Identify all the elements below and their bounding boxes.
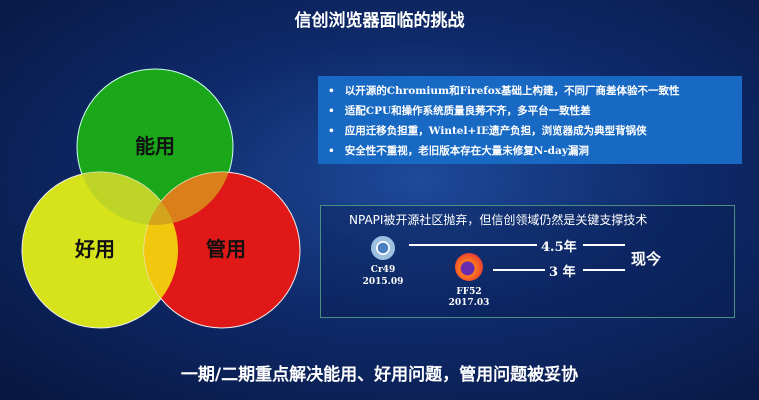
chrome-version: Cr49: [370, 265, 396, 275]
now-label: 现今: [631, 250, 662, 268]
venn-label-right: 管用: [206, 237, 246, 261]
slide-title: 信创浏览器面临的挑战: [294, 11, 465, 31]
firefox-icon: [455, 253, 483, 281]
venn-overlap-top-left: [77, 172, 178, 225]
challenge-item: 以开源的Chromium和Firefox基础上构建，不同厂商差体验不一致性: [328, 81, 732, 101]
venn-label-left: 好用: [74, 237, 115, 261]
firefox-gap-label: 3 年: [549, 265, 576, 280]
summary-text: 一期/二期重点解决能用、好用问题，管用问题被妥协: [180, 365, 579, 385]
npapi-title: NPAPI被开源社区抛弃，但信创领域仍然是关键支撑技术: [349, 213, 648, 227]
venn-diagram: 能用 好用 管用: [21, 68, 301, 329]
arrow-chrome-right: [583, 244, 625, 246]
challenges-list: 以开源的Chromium和Firefox基础上构建，不同厂商差体验不一致性 适配…: [318, 76, 742, 164]
challenge-item: 适配CPU和操作系统质量良莠不齐，多平台一致性差: [328, 101, 732, 121]
chrome-date: 2015.09: [362, 277, 404, 287]
firefox-date: 2017.03: [448, 298, 490, 308]
venn-label-top: 能用: [135, 134, 175, 158]
venn-overlap-top-right: [144, 172, 233, 225]
chrome-gap-label: 4.5年: [541, 240, 577, 255]
arrow-firefox-left: [493, 269, 545, 271]
challenge-item: 安全性不重视，老旧版本存在大量未修复N-day漏洞: [328, 141, 732, 161]
npapi-panel: NPAPI被开源社区抛弃，但信创领域仍然是关键支撑技术 Cr49 2015.09…: [320, 205, 735, 318]
arrow-chrome-left: [409, 244, 537, 246]
arrow-firefox-right: [583, 269, 625, 271]
firefox-version: FF52: [456, 287, 482, 297]
challenge-item: 应用迁移负担重，Wintel+IE遗产负担，浏览器成为典型背锅侠: [328, 121, 732, 141]
chrome-icon: [371, 236, 395, 260]
